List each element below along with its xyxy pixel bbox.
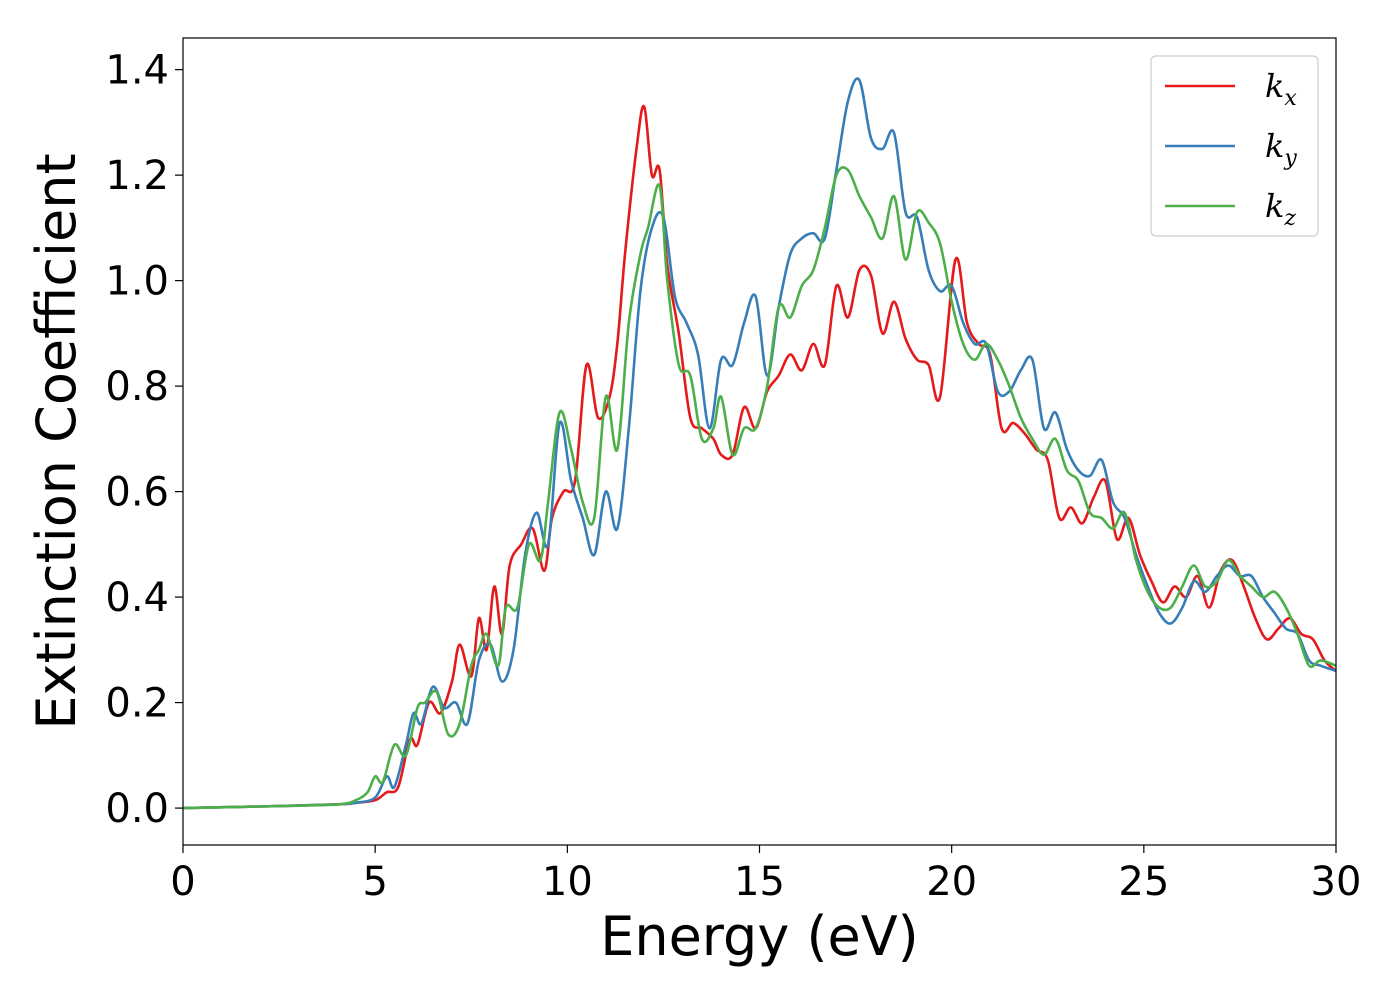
legend-label-main: k — [1265, 67, 1284, 105]
x-tick-label: 5 — [362, 859, 387, 905]
x-tick-label: 10 — [542, 859, 593, 905]
series-layer — [182, 77, 1337, 810]
series-line-z — [182, 166, 1337, 810]
y-tick-label: 0.2 — [105, 681, 169, 727]
y-tick-label: 1.4 — [105, 48, 169, 94]
legend-label-main: k — [1265, 187, 1284, 225]
legend-label-y: ky — [1265, 127, 1297, 171]
x-axis-title: Energy (eV) — [600, 905, 919, 968]
y-tick-label: 0.0 — [105, 786, 169, 832]
y-tick-label: 1.0 — [105, 259, 169, 305]
legend-label-x: kx — [1265, 67, 1297, 111]
legend-label-z: kz — [1265, 187, 1296, 231]
legend-label-sub: x — [1284, 86, 1297, 111]
y-tick-label: 0.4 — [105, 575, 169, 621]
y-tick-label: 0.8 — [105, 364, 169, 410]
x-tick-label: 15 — [734, 859, 785, 905]
legend-label-main: k — [1265, 127, 1284, 165]
y-axis-title: Extinction Coefficient — [25, 153, 88, 729]
y-tick-label: 1.2 — [105, 153, 169, 199]
x-axis: 0 5 10 15 20 25 30 — [170, 845, 1361, 905]
legend-label-sub: y — [1283, 146, 1297, 171]
series-line-x — [182, 104, 1337, 810]
y-axis: 0.0 0.2 0.4 0.6 0.8 1.0 1.2 1.4 — [105, 48, 183, 832]
x-tick-label: 20 — [926, 859, 977, 905]
x-tick-label: 25 — [1118, 859, 1169, 905]
x-tick-label: 30 — [1311, 859, 1362, 905]
y-tick-label: 0.6 — [105, 470, 169, 516]
legend-label-sub: z — [1283, 206, 1296, 231]
x-tick-label: 0 — [170, 859, 195, 905]
